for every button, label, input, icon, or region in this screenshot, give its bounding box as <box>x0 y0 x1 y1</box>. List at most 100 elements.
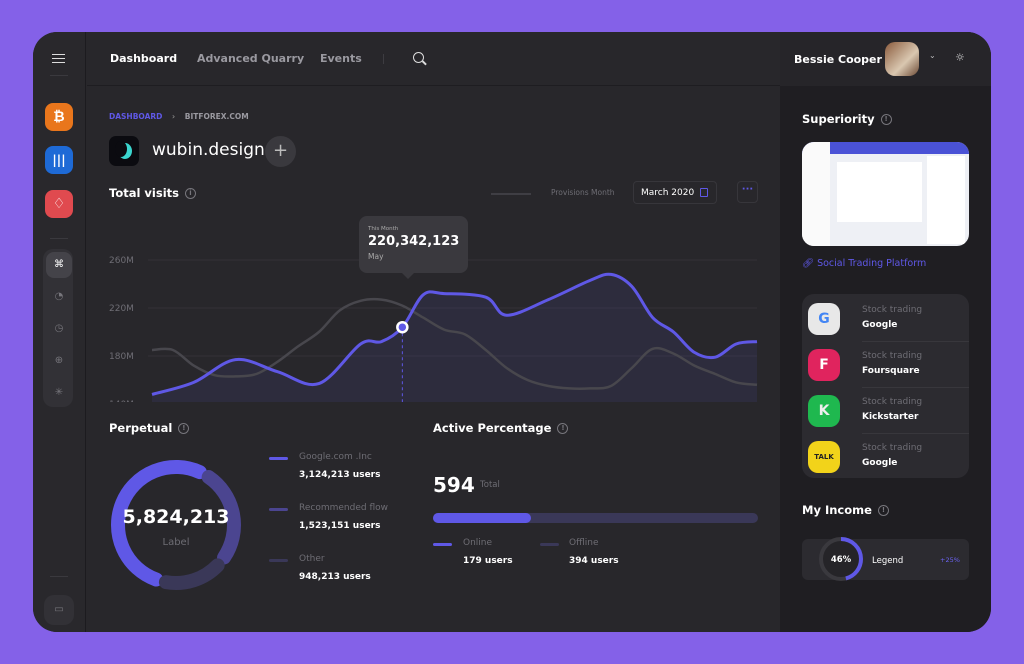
stock-name: Google <box>862 458 898 468</box>
online-users: 179 users <box>463 556 513 566</box>
airbnb-app-icon[interactable]: ♢ <box>45 190 73 218</box>
chat-icon[interactable]: ▭ <box>44 595 74 625</box>
info-icon[interactable]: i <box>185 188 196 199</box>
legend-swatch <box>269 508 288 511</box>
loader-icon[interactable]: ✳ <box>54 387 64 398</box>
offline-users: 394 users <box>569 556 619 566</box>
offline-swatch <box>540 543 559 546</box>
breadcrumb: DASHBOARD › BITFOREX.COM <box>109 112 249 121</box>
total-visits-label: Total visits <box>109 186 179 200</box>
command-icon[interactable]: ⌘ <box>46 252 72 278</box>
link-text: Social Trading Platform <box>817 258 927 269</box>
breadcrumb-root[interactable]: DASHBOARD <box>109 112 163 121</box>
legend-line <box>491 193 531 195</box>
stock-item[interactable]: TALK Stock trading Google <box>802 434 969 480</box>
active-progress-track <box>433 513 758 523</box>
series-line-provisions-month <box>151 297 758 390</box>
tooltip-month: May <box>368 252 384 261</box>
legend-name: Other <box>299 554 325 564</box>
perpetual-label: Perpetual <box>109 421 173 435</box>
avatar[interactable] <box>885 42 919 76</box>
info-icon[interactable]: ! <box>557 423 569 434</box>
tab-advanced-quarry[interactable]: Advanced Quarry <box>197 52 305 65</box>
info-icon[interactable]: ! <box>178 423 190 434</box>
stock-name: Foursquare <box>862 366 920 376</box>
google-logo-icon: G <box>808 303 840 335</box>
chevron-down-icon[interactable]: ⌄ <box>929 51 936 60</box>
date-value: March 2020 <box>641 188 695 198</box>
y-tick-label: 260M <box>109 256 134 266</box>
breadcrumb-current: BITFOREX.COM <box>184 112 249 121</box>
y-tick-label: 180M <box>109 352 134 362</box>
offline-label: Offline <box>569 538 599 548</box>
perpetual-title: Perpetual! <box>109 421 190 435</box>
more-options-button[interactable]: ··· <box>737 181 758 203</box>
online-swatch <box>433 543 452 546</box>
series-area <box>152 274 757 402</box>
user-name: Bessie Cooper <box>794 53 882 66</box>
legend-name: Recommended flow <box>299 503 388 513</box>
legend-provisions-month: Provisions Month <box>551 188 615 197</box>
social-trading-link[interactable]: 🔗︎ Social Trading Platform <box>802 258 927 269</box>
legend-users: 3,124,213 users <box>299 470 381 480</box>
app-window: ₿ ||| ♢ ⌘ ◔ ◷ ⊕ ✳ ▭ Dashboard Advanced Q… <box>33 32 991 632</box>
user-header: Bessie Cooper ⌄ ☼ <box>780 32 991 86</box>
site-logo <box>109 136 139 166</box>
stock-category: Stock trading <box>862 351 923 361</box>
info-icon[interactable]: ! <box>877 505 889 516</box>
google-logo-icon: TALK <box>808 441 840 473</box>
right-panel: Bessie Cooper ⌄ ☼ Superiority! 🔗︎ Social… <box>780 32 991 632</box>
stock-item[interactable]: G Stock trading Google <box>802 296 969 342</box>
legend-users: 948,213 users <box>299 572 371 582</box>
stock-item[interactable]: K Stock trading Kickstarter <box>802 388 969 434</box>
calendar-icon <box>700 188 708 197</box>
perpetual-sublabel: Label <box>162 537 190 548</box>
perpetual-total: 5,824,213 <box>122 506 230 528</box>
donut-segment <box>201 470 241 565</box>
y-tick-label: 220M <box>109 304 134 314</box>
active-percentage-title: Active Percentage! <box>433 421 569 435</box>
clock-icon[interactable]: ◷ <box>54 323 64 334</box>
highlight-point[interactable] <box>396 320 409 334</box>
active-total-label: Total <box>480 480 500 490</box>
site-name: wubin.design <box>152 140 265 160</box>
active-percentage-label: Active Percentage <box>433 421 552 435</box>
pie-chart-icon[interactable]: ◔ <box>54 291 64 302</box>
y-tick-label: 140M <box>109 400 134 402</box>
globe-icon[interactable]: ⊕ <box>54 355 64 366</box>
stock-name: Google <box>862 320 898 330</box>
stock-category: Stock trading <box>862 397 923 407</box>
stock-name: Kickstarter <box>862 412 919 422</box>
menu-icon[interactable] <box>52 54 65 63</box>
tooltip-value: 220,342,123 <box>368 234 460 249</box>
tab-dashboard[interactable]: Dashboard <box>110 52 178 65</box>
active-progress-fill <box>433 513 531 523</box>
total-visits-title: Total visits i <box>109 186 196 200</box>
kickstarter-logo-icon: K <box>808 395 840 427</box>
income-ring-fill <box>819 537 863 581</box>
donut-segment <box>158 558 225 590</box>
stock-item[interactable]: F Stock trading Foursquare <box>802 342 969 388</box>
platform-preview-image[interactable] <box>802 142 969 246</box>
intercom-app-icon[interactable]: ||| <box>45 146 73 174</box>
income-legend: Legend <box>872 556 904 566</box>
income-ring <box>819 537 863 581</box>
superiority-label: Superiority <box>802 112 875 126</box>
bitcoin-app-icon[interactable]: ₿ <box>45 103 73 131</box>
top-nav: Dashboard Advanced Quarry Events <box>87 32 780 86</box>
add-site-button[interactable]: + <box>265 136 296 167</box>
sidebar: ₿ ||| ♢ ⌘ ◔ ◷ ⊕ ✳ ▭ <box>33 32 86 632</box>
stock-category: Stock trading <box>862 305 923 315</box>
search-icon[interactable] <box>413 52 427 66</box>
theme-toggle-icon[interactable]: ☼ <box>955 51 965 64</box>
my-income-label: My Income <box>802 503 872 517</box>
info-icon[interactable]: ! <box>880 114 892 125</box>
stock-category: Stock trading <box>862 443 923 453</box>
date-picker[interactable]: March 2020 <box>633 181 717 204</box>
superiority-title: Superiority! <box>802 112 892 126</box>
foursquare-logo-icon: F <box>808 349 840 381</box>
tab-events[interactable]: Events <box>320 52 362 65</box>
my-income-title: My Income! <box>802 503 889 517</box>
tooltip-label: This Month <box>368 226 399 232</box>
series-line-this-month <box>151 272 758 396</box>
